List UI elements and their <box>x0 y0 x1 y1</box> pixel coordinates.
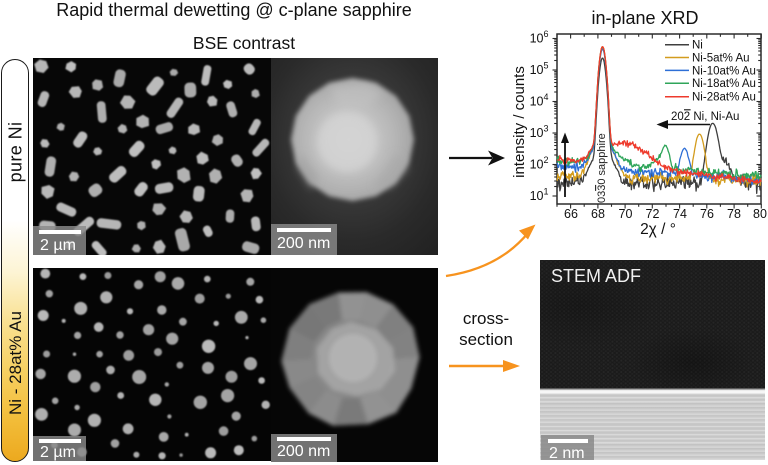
svg-text:2: 2 <box>544 155 549 165</box>
svg-text:4: 4 <box>544 92 549 102</box>
svg-text:70: 70 <box>619 207 633 221</box>
svg-text:10: 10 <box>530 63 544 77</box>
svg-text:Ni-10at% Au: Ni-10at% Au <box>692 65 756 77</box>
svg-text:10: 10 <box>530 158 544 172</box>
svg-text:0330 sapphire: 0330 sapphire <box>596 133 608 203</box>
svg-text:10: 10 <box>530 189 544 203</box>
svg-text:Ni-18at% Au: Ni-18at% Au <box>692 78 756 90</box>
svg-text:76: 76 <box>700 207 714 221</box>
svg-text:72: 72 <box>646 207 660 221</box>
svg-text:78: 78 <box>727 207 741 221</box>
svg-text:Ni-28at% Au: Ni-28at% Au <box>692 92 756 104</box>
svg-text:3: 3 <box>544 124 549 134</box>
svg-text:1: 1 <box>544 187 549 197</box>
svg-text:68: 68 <box>591 207 605 221</box>
svg-text:6: 6 <box>544 29 549 39</box>
svg-text:80: 80 <box>753 207 767 221</box>
svg-text:2χ / °: 2χ / ° <box>640 221 676 238</box>
svg-text:74: 74 <box>673 207 687 221</box>
svg-text:10: 10 <box>530 126 544 140</box>
svg-text:5: 5 <box>544 61 549 71</box>
svg-text:10: 10 <box>530 32 544 46</box>
svg-text:Ni-5at% Au: Ni-5at% Au <box>692 52 750 64</box>
svg-text:202 Ni, Ni-Au: 202 Ni, Ni-Au <box>671 111 739 123</box>
svg-text:intensity / counts: intensity / counts <box>511 66 528 178</box>
svg-text:10: 10 <box>530 95 544 109</box>
svg-text:66: 66 <box>564 207 578 221</box>
svg-text:Ni: Ni <box>692 40 703 52</box>
